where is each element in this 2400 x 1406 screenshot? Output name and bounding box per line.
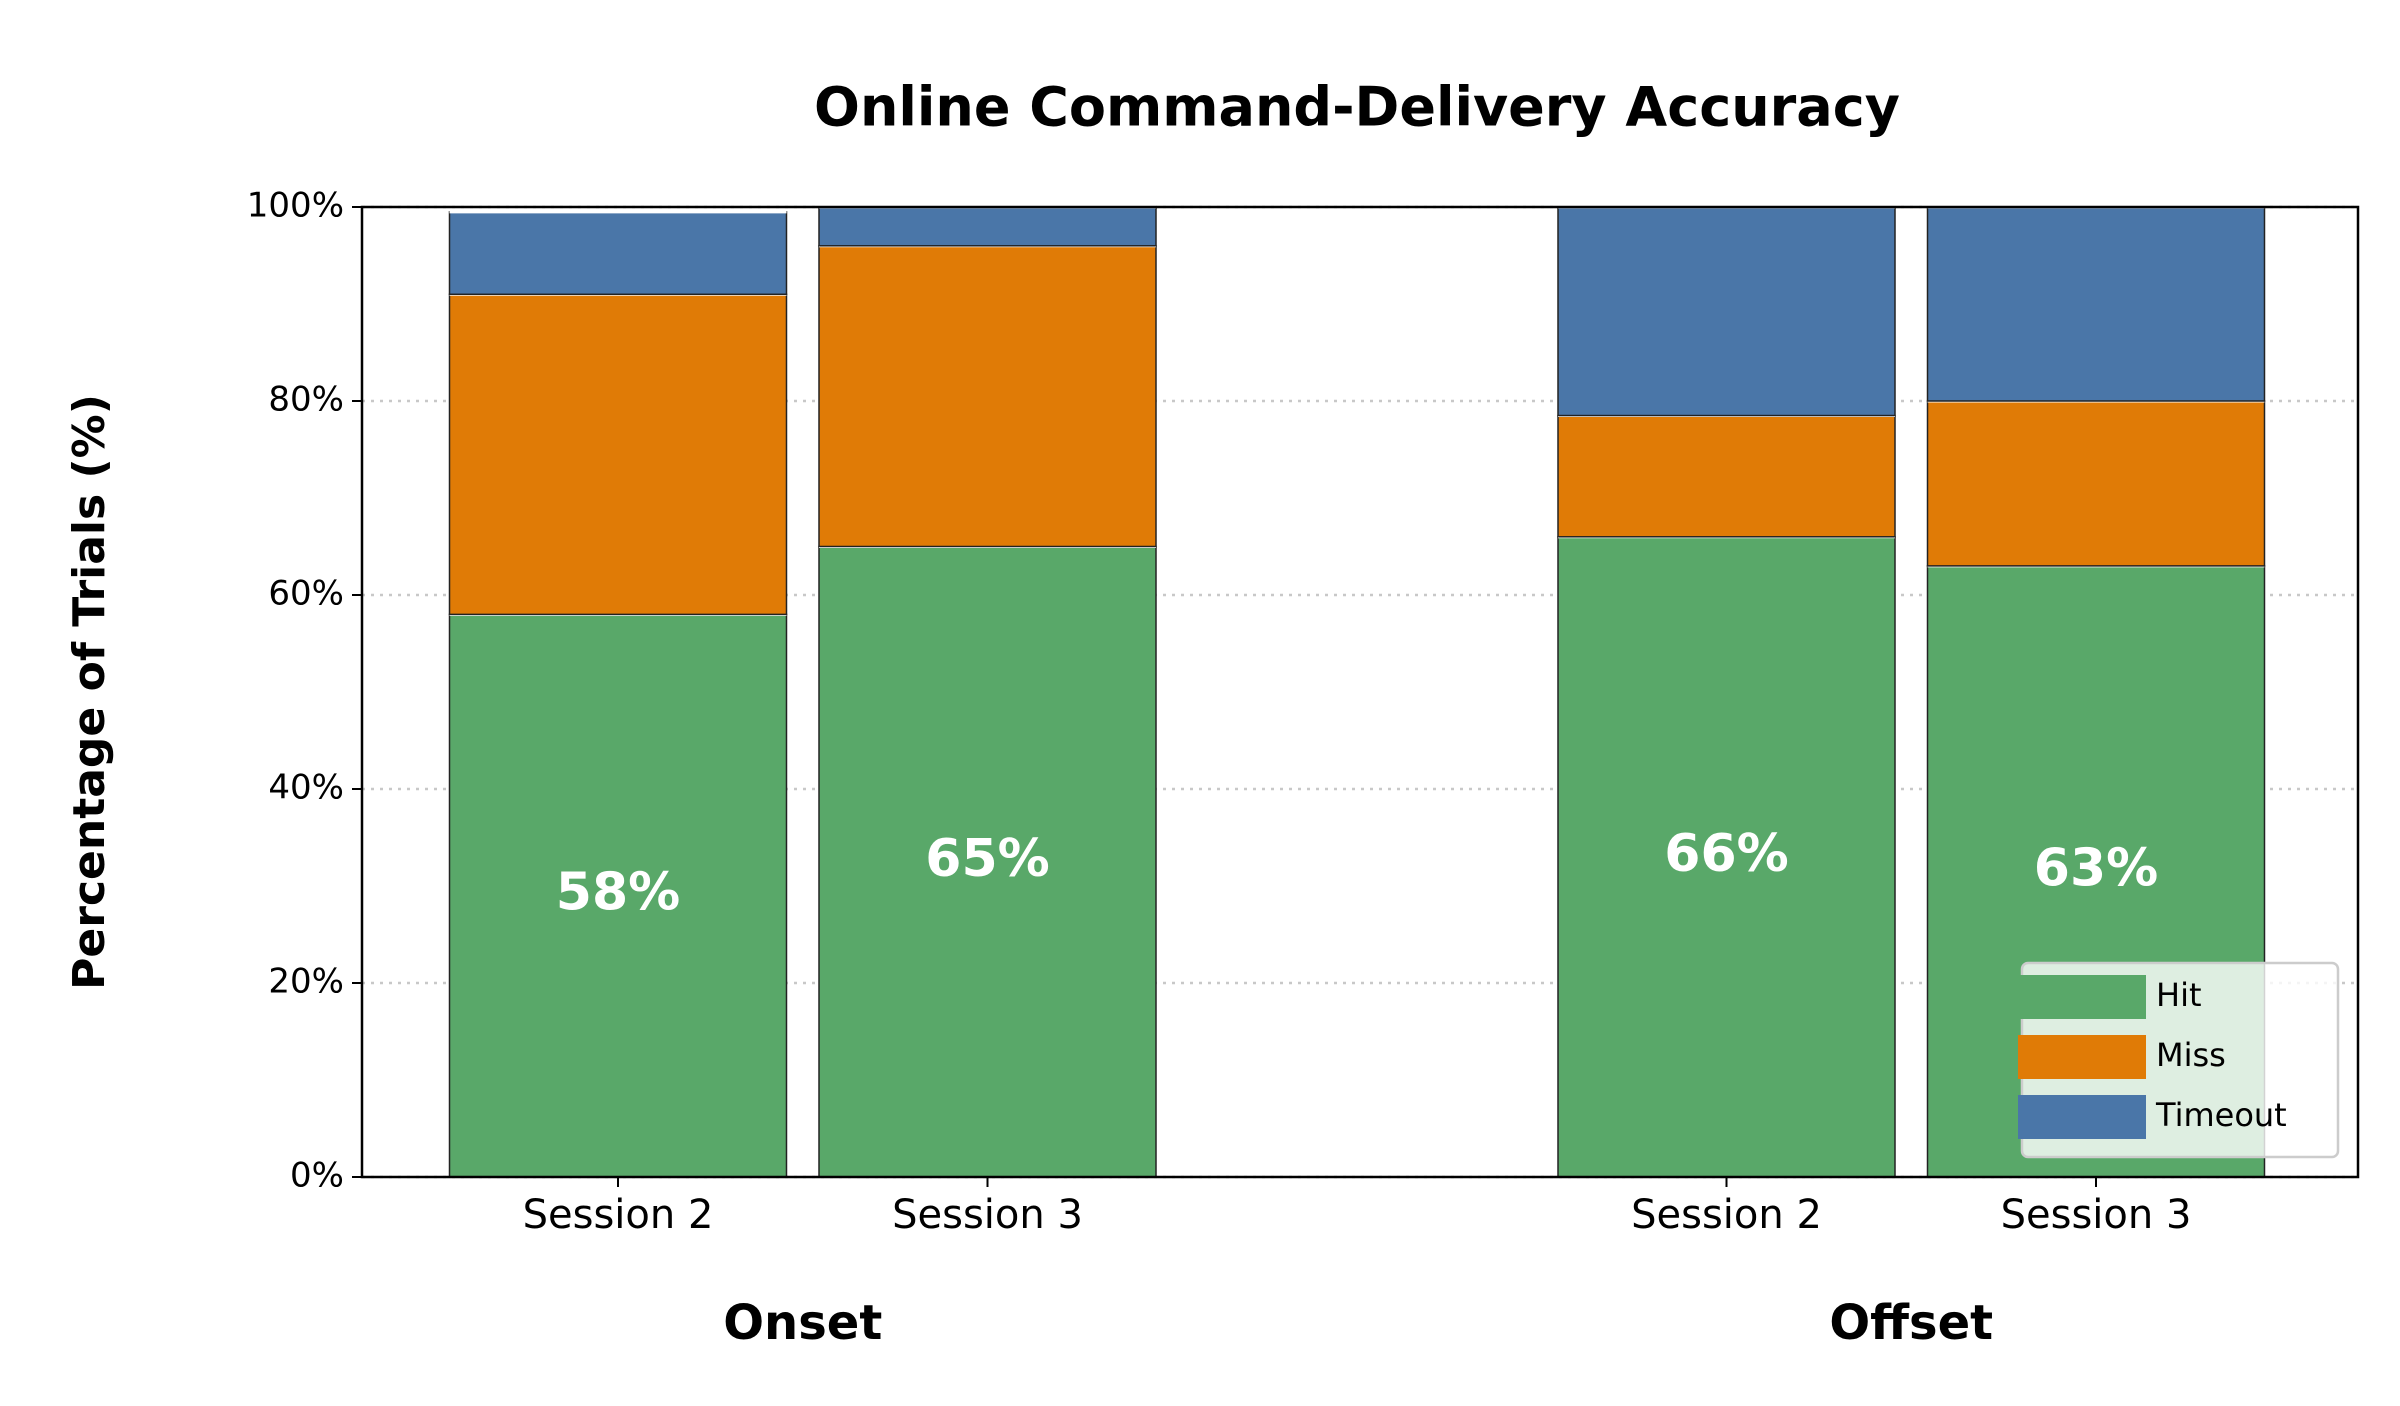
bar-segment — [448, 293, 788, 616]
y-tick-label: 20% — [268, 962, 344, 1002]
bar-segment — [818, 245, 1157, 548]
legend: Hit Miss Timeout — [2018, 961, 2340, 1159]
bar-segment — [1926, 400, 2266, 567]
group-label: Onset — [723, 1295, 882, 1351]
legend-label: Timeout — [2155, 1096, 2287, 1134]
value-label: 58% — [556, 863, 680, 923]
x-tick-label: Session 3 — [892, 1192, 1083, 1238]
y-tick-label: 60% — [268, 574, 344, 614]
bar-segment — [1557, 206, 1896, 417]
y-tick-label: 40% — [268, 768, 344, 808]
y-axis-label: Percentage of Trials (%) — [64, 394, 115, 990]
bar-segment — [448, 211, 788, 296]
legend-swatch — [2018, 1035, 2146, 1079]
legend-label: Hit — [2156, 976, 2202, 1014]
plot-frame — [360, 205, 2360, 1179]
value-label: 65% — [925, 829, 1049, 889]
bar-segment — [1557, 414, 1896, 538]
bar-segment — [818, 545, 1157, 1178]
legend-label: Miss — [2156, 1036, 2226, 1074]
y-tick-label: 0% — [290, 1156, 344, 1196]
value-label: 66% — [1664, 824, 1788, 884]
group-label: Offset — [1829, 1295, 1993, 1351]
x-tick-label: Session 2 — [1631, 1192, 1822, 1238]
x-tick-label: Session 3 — [2001, 1192, 2192, 1238]
legend-swatch — [2018, 1095, 2146, 1139]
bar-segment — [1926, 206, 2266, 402]
legend-swatch — [2018, 975, 2146, 1019]
x-tick-label: Session 2 — [523, 1192, 714, 1238]
bar-segment — [818, 206, 1157, 247]
value-label: 63% — [2034, 838, 2158, 898]
y-tick-label: 80% — [268, 380, 344, 420]
bar-segment — [1557, 536, 1896, 1178]
y-tick-label: 100% — [247, 186, 344, 226]
chart-title: Online Command-Delivery Accuracy — [814, 76, 1900, 139]
